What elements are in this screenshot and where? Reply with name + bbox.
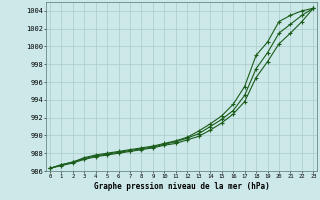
X-axis label: Graphe pression niveau de la mer (hPa): Graphe pression niveau de la mer (hPa) <box>94 182 269 191</box>
